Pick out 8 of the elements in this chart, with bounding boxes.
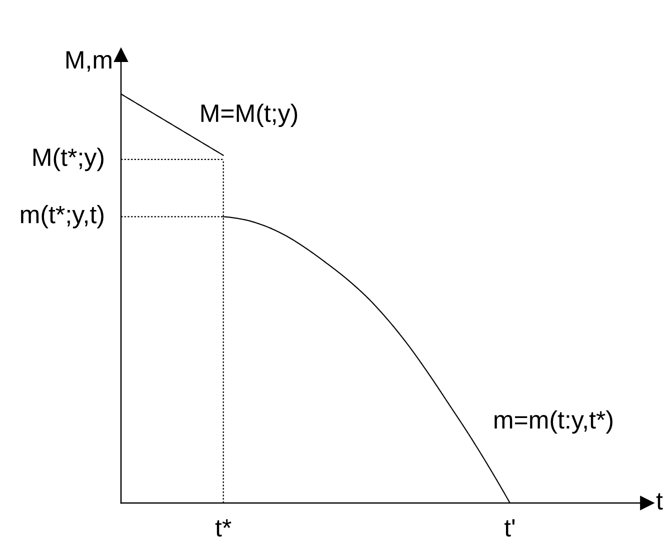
series-label: m=m(t:y,t*) bbox=[494, 410, 612, 434]
series-label: M=M(t;y) bbox=[201, 104, 298, 127]
ref-line-label: m(t*;y,t) bbox=[21, 205, 104, 228]
ref-line-label: M(t*;y) bbox=[33, 148, 104, 172]
x-tick-label: t* bbox=[215, 519, 232, 537]
y-axis-title: M,m bbox=[66, 51, 112, 72]
x-tick-label: t' bbox=[504, 519, 515, 537]
x-axis-title: t bbox=[656, 493, 663, 510]
